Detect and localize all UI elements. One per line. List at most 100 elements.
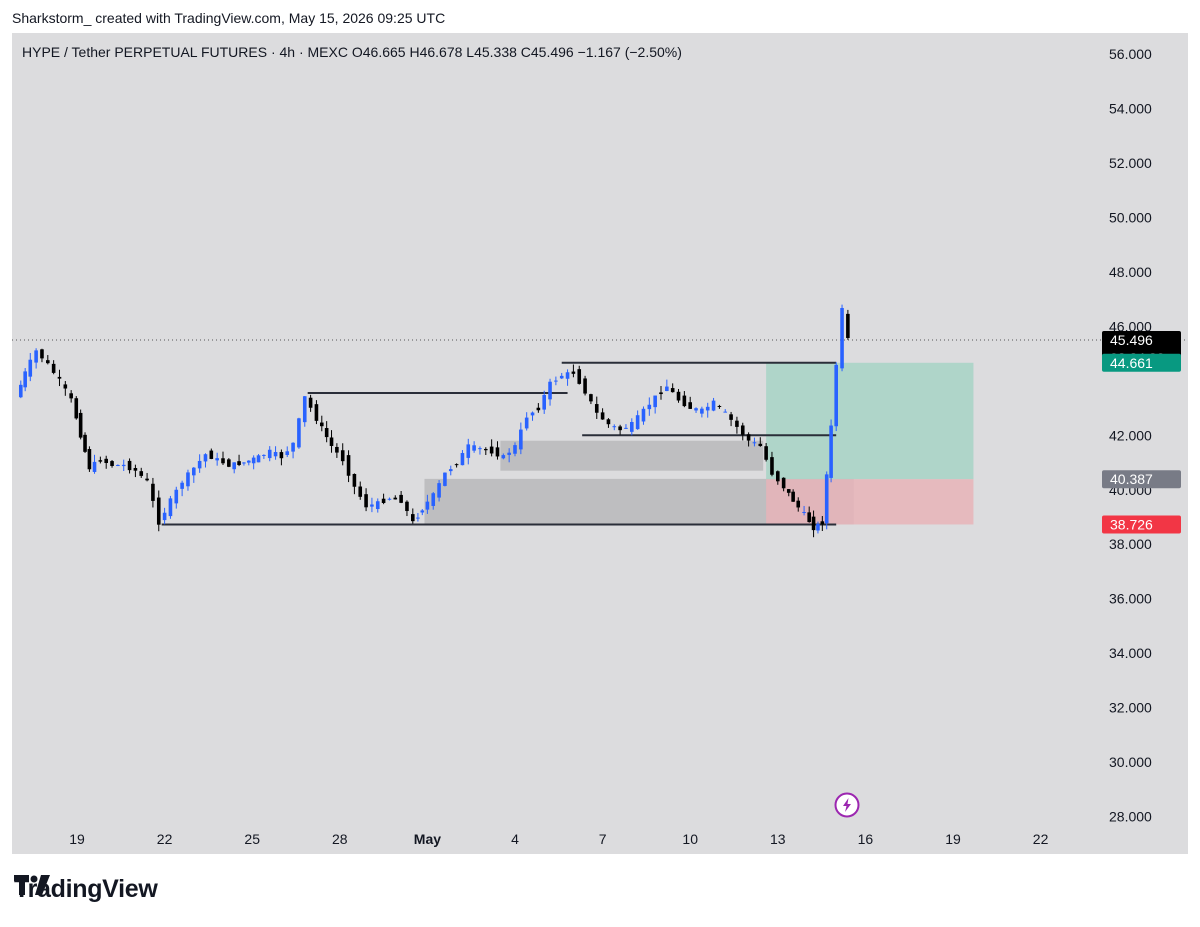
candle: [484, 447, 488, 456]
candle-body: [387, 498, 392, 500]
candle-body: [370, 504, 374, 507]
candle-body: [796, 500, 801, 508]
candle: [507, 448, 511, 463]
candle: [740, 422, 745, 441]
candle: [723, 409, 728, 413]
candle-body: [203, 454, 208, 462]
candle-body: [489, 446, 494, 454]
y-tick-label-12: 30.000: [1109, 754, 1152, 770]
candle-body: [802, 511, 806, 513]
candle: [589, 393, 593, 405]
zone-stop-3: [766, 479, 974, 525]
lightning-icon[interactable]: [834, 792, 860, 818]
candle: [829, 419, 833, 483]
candle: [420, 509, 425, 516]
candle-body: [676, 391, 681, 401]
candle: [116, 464, 120, 467]
candle: [489, 439, 494, 457]
candle: [151, 477, 155, 508]
candle-body: [291, 442, 295, 452]
candle-body: [227, 459, 231, 467]
candle-body: [346, 455, 351, 476]
x-tick-label-9: 16: [858, 831, 874, 847]
candle-body: [752, 442, 757, 444]
candle-body: [840, 308, 844, 369]
candle-body: [69, 393, 73, 399]
candle: [314, 400, 319, 425]
candle-body: [735, 420, 739, 427]
candle: [411, 508, 415, 524]
candle: [121, 459, 126, 472]
candle-body: [314, 404, 319, 421]
candle: [358, 481, 363, 500]
candle: [665, 379, 669, 392]
y-tick-label-2: 52.000: [1109, 155, 1152, 171]
y-tick-label-13: 28.000: [1109, 809, 1152, 825]
candle-body: [612, 426, 617, 428]
candle-body: [565, 372, 570, 379]
candle: [180, 480, 184, 497]
candle: [676, 388, 681, 403]
price-tag-1: 44.661: [1102, 353, 1181, 372]
candle: [387, 497, 392, 501]
candle: [51, 360, 56, 375]
candle: [513, 442, 517, 457]
candle-body: [519, 429, 523, 450]
candle-body: [186, 472, 190, 487]
candle-body: [145, 478, 149, 481]
candle-body: [559, 375, 564, 379]
candle: [571, 364, 576, 378]
candle-body: [729, 414, 733, 420]
price-chart[interactable]: 56.000 54.000 52.000 50.000 48.000 46.000 42.0…: [12, 33, 1188, 854]
candle: [139, 467, 144, 478]
candle-body: [635, 415, 640, 430]
candle: [781, 477, 786, 492]
candle: [846, 309, 850, 340]
candle: [168, 495, 173, 519]
candle: [425, 494, 430, 514]
candle-body: [416, 517, 420, 519]
x-tick-label-8: 13: [770, 831, 786, 847]
candle: [262, 454, 266, 459]
candle-body: [460, 453, 465, 466]
candle-body: [501, 455, 506, 459]
candle-body: [116, 465, 120, 467]
candle-body: [791, 491, 795, 502]
candle-body: [267, 449, 272, 459]
levels-layer: [161, 361, 837, 526]
candle: [711, 397, 716, 412]
x-tick-label-1: 22: [157, 831, 173, 847]
candle-body: [364, 494, 368, 508]
candles-layer: [18, 304, 850, 538]
candle-body: [670, 388, 675, 393]
candle: [319, 415, 324, 432]
candle: [834, 362, 838, 432]
candle-body: [98, 460, 103, 462]
candle: [297, 417, 301, 449]
chart-legend: HYPE / Tether PERPETUAL FUTURES · 4h · M…: [22, 44, 682, 60]
candle-body: [542, 394, 546, 410]
candle-body: [335, 446, 339, 453]
candle: [618, 424, 622, 435]
candle: [197, 454, 202, 473]
tradingview-logo: TradingView: [14, 875, 158, 904]
y-tick-label-11: 32.000: [1109, 700, 1152, 716]
tradingview-logo-icon: [14, 875, 50, 895]
candle: [840, 304, 844, 372]
candle: [776, 470, 780, 485]
candle-body: [816, 523, 820, 531]
candle-body: [319, 422, 324, 427]
candle: [431, 491, 436, 510]
candle-body: [246, 460, 251, 463]
candle: [641, 406, 646, 425]
candle-body: [87, 449, 92, 470]
chart-panel[interactable]: 56.000 54.000 52.000 50.000 48.000 46.000 42.0…: [12, 33, 1188, 854]
candle-body: [472, 445, 476, 451]
chart-caption: Sharkstorm_ created with TradingView.com…: [12, 10, 446, 26]
candle-body: [495, 447, 500, 457]
candle-body: [594, 404, 599, 413]
candle: [87, 446, 92, 472]
candle-body: [405, 501, 409, 512]
candle-body: [209, 450, 214, 459]
candle-body: [232, 462, 236, 470]
